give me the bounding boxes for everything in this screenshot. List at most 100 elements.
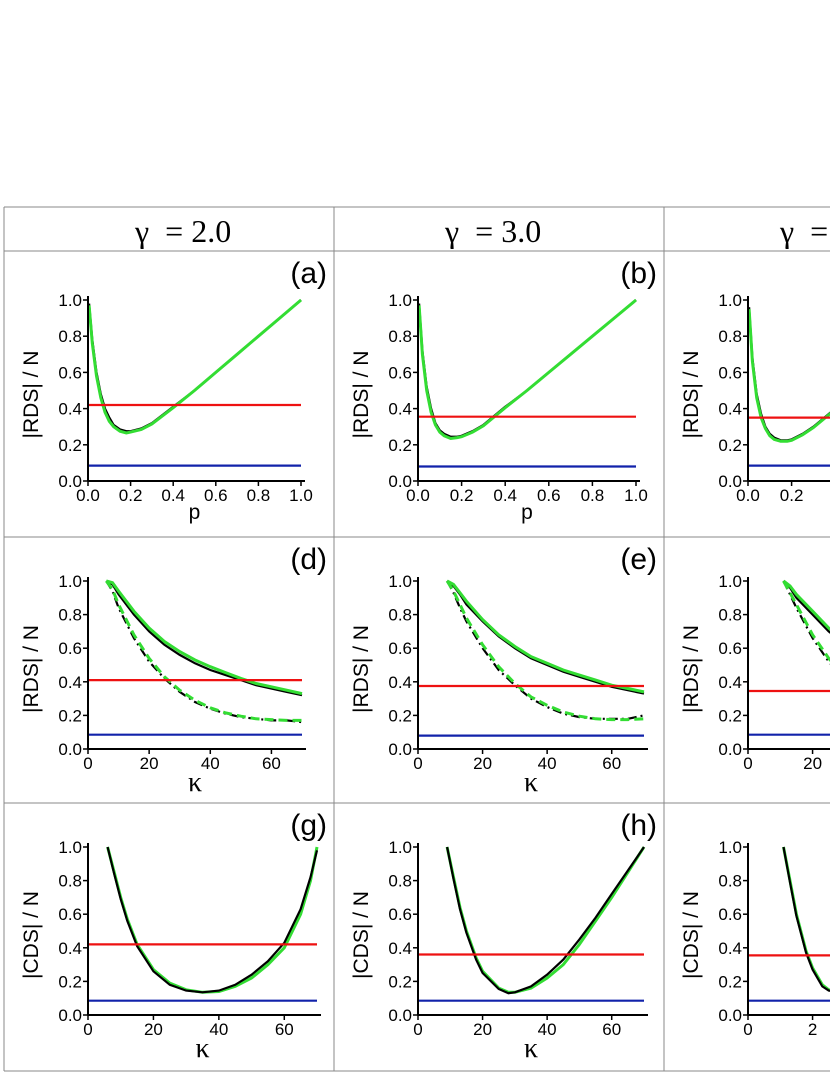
x-tick-label: 0 <box>413 1020 422 1039</box>
y-axis-label: |RDS| / N <box>680 625 703 713</box>
y-tick-label: 0.0 <box>718 740 742 759</box>
x-tick-label: 0.0 <box>736 486 760 505</box>
column-headers: γ = 2.0 γ = 3.0 γ = <box>134 213 828 249</box>
series-line-green <box>782 579 830 632</box>
y-tick-label: 0.8 <box>388 872 412 891</box>
series-line-black <box>782 846 830 992</box>
y-axis-label: |CDS| / N <box>680 891 703 979</box>
y-tick-label: 1.0 <box>58 291 82 310</box>
series-line-black-dashdot <box>105 580 303 724</box>
y-axis-label: |CDS| / N <box>20 891 43 979</box>
y-tick-label: 0.6 <box>58 363 82 382</box>
y-tick-label: 0.6 <box>718 905 742 924</box>
y-tick-label: 0.4 <box>388 400 412 419</box>
header-gamma-2: γ = 2.0 <box>134 213 231 249</box>
x-tick-label: 0.4 <box>161 486 185 505</box>
x-tick-label: 0.6 <box>537 486 561 505</box>
y-tick-label: 0.2 <box>718 706 742 725</box>
y-tick-label: 0.2 <box>388 972 412 991</box>
y-tick-label: 1.0 <box>718 838 742 857</box>
series-line-green-dashed <box>445 580 645 722</box>
y-axis-label: |RDS| / N <box>20 351 43 439</box>
x-tick-label: 0 <box>743 754 752 773</box>
y-tick-label: 0.0 <box>388 740 412 759</box>
panel-grid <box>3 206 830 1072</box>
y-axis-label: |RDS| / N <box>350 351 373 439</box>
series-line-green <box>445 846 646 994</box>
x-axis-label: κ <box>188 767 202 798</box>
y-tick-label: 0.4 <box>718 400 742 419</box>
y-tick-label: 0.4 <box>388 939 412 958</box>
x-tick-label: 0.2 <box>450 486 474 505</box>
y-tick-label: 0.8 <box>718 872 742 891</box>
y-tick-label: 0.4 <box>388 673 412 692</box>
x-tick-label: 0.0 <box>406 486 430 505</box>
x-tick-label: 0 <box>83 754 92 773</box>
y-tick-label: 0.0 <box>58 472 82 491</box>
x-tick-label: 0 <box>413 754 422 773</box>
series-line-black-dashdot <box>782 580 830 665</box>
x-tick-label: 2 <box>808 1020 817 1039</box>
panel-label: (b) <box>620 257 657 290</box>
y-tick-label: 0.8 <box>58 606 82 625</box>
y-tick-label: 0.0 <box>58 1006 82 1025</box>
panel-h: 0.0 0.2 0.4 0.6 0.8 1.0 0 20 40 60 |CDS| / N κ (h) <box>350 809 657 1064</box>
panel-a: 0.0 0.2 0.4 0.6 0.8 1.0 0.0 0.2 0.4 0.6 0.8 1.0 |RDS… <box>20 257 327 524</box>
x-tick-label: 60 <box>602 754 621 773</box>
gamma-symbol: γ <box>444 213 459 249</box>
y-axis-label: |RDS| / N <box>20 625 43 713</box>
x-tick-label: 60 <box>275 1020 294 1039</box>
series-line-green-dashed <box>105 580 302 722</box>
gamma-symbol: γ <box>779 213 794 249</box>
x-tick-label: 0.2 <box>780 486 804 505</box>
panel-f: 0.0 0.2 0.4 0.6 0.8 1.0 0 20 |RDS| / N <box>680 572 830 773</box>
y-tick-label: 0.0 <box>388 1006 412 1025</box>
y-tick-label: 0.8 <box>718 606 742 625</box>
y-tick-label: 0.2 <box>58 972 82 991</box>
x-axis-label: κ <box>195 1033 209 1064</box>
x-tick-label: 0.4 <box>493 486 517 505</box>
y-tick-label: 1.0 <box>388 838 412 857</box>
x-axis-label: κ <box>524 767 538 798</box>
series-line-green <box>87 298 302 435</box>
y-tick-label: 1.0 <box>388 572 412 591</box>
series-line-green <box>106 846 319 994</box>
series-line-green <box>417 298 637 441</box>
x-tick-label: 40 <box>201 754 220 773</box>
y-tick-label: 0.0 <box>388 472 412 491</box>
panel-e: 0.0 0.2 0.4 0.6 0.8 1.0 0 20 40 60 |RDS| / N κ (e) <box>350 543 657 798</box>
y-tick-label: 0.8 <box>388 606 412 625</box>
y-tick-label: 0.2 <box>58 706 82 725</box>
y-tick-label: 1.0 <box>388 291 412 310</box>
series-line-black <box>88 299 302 433</box>
y-tick-label: 0.0 <box>58 740 82 759</box>
gamma-value: = 2.0 <box>165 213 231 249</box>
y-tick-label: 0.0 <box>718 472 742 491</box>
x-tick-label: 20 <box>473 754 492 773</box>
panel-label: (e) <box>620 543 657 576</box>
series-line-black-dashdot <box>446 580 645 720</box>
x-tick-label: 40 <box>538 1020 557 1039</box>
chart-panels: 0.0 0.2 0.4 0.6 0.8 1.0 0.0 0.2 0.4 0.6 0.8 1.0 |RDS… <box>20 257 830 1064</box>
x-tick-label: 1.0 <box>624 486 648 505</box>
series-line-green-dashed <box>782 580 830 663</box>
x-tick-label: 20 <box>140 754 159 773</box>
series-line-green <box>747 309 830 443</box>
panel-label: (g) <box>290 809 327 842</box>
y-tick-label: 0.6 <box>388 905 412 924</box>
panel-g: 0.0 0.2 0.4 0.6 0.8 1.0 0 20 40 60 |CDS| / N κ (g) <box>20 809 327 1064</box>
x-tick-label: 0.8 <box>581 486 605 505</box>
x-tick-label: 0.2 <box>119 486 143 505</box>
gamma-symbol: γ <box>134 213 149 249</box>
x-tick-label: 0 <box>743 1020 752 1039</box>
y-axis-label: |CDS| / N <box>350 891 373 979</box>
y-tick-label: 0.2 <box>388 436 412 455</box>
panel-d: 0.0 0.2 0.4 0.6 0.8 1.0 0 20 40 60 |RDS| / N κ (d) <box>20 543 327 798</box>
panel-label: (h) <box>620 809 657 842</box>
x-tick-label: 1.0 <box>289 486 313 505</box>
panel-b: 0.0 0.2 0.4 0.6 0.8 1.0 0.0 0.2 0.4 0.6 0.8 1.0 |RDS… <box>350 257 657 524</box>
x-tick-label: 0.6 <box>204 486 228 505</box>
y-tick-label: 0.6 <box>58 639 82 658</box>
x-axis-label: p <box>521 501 533 524</box>
